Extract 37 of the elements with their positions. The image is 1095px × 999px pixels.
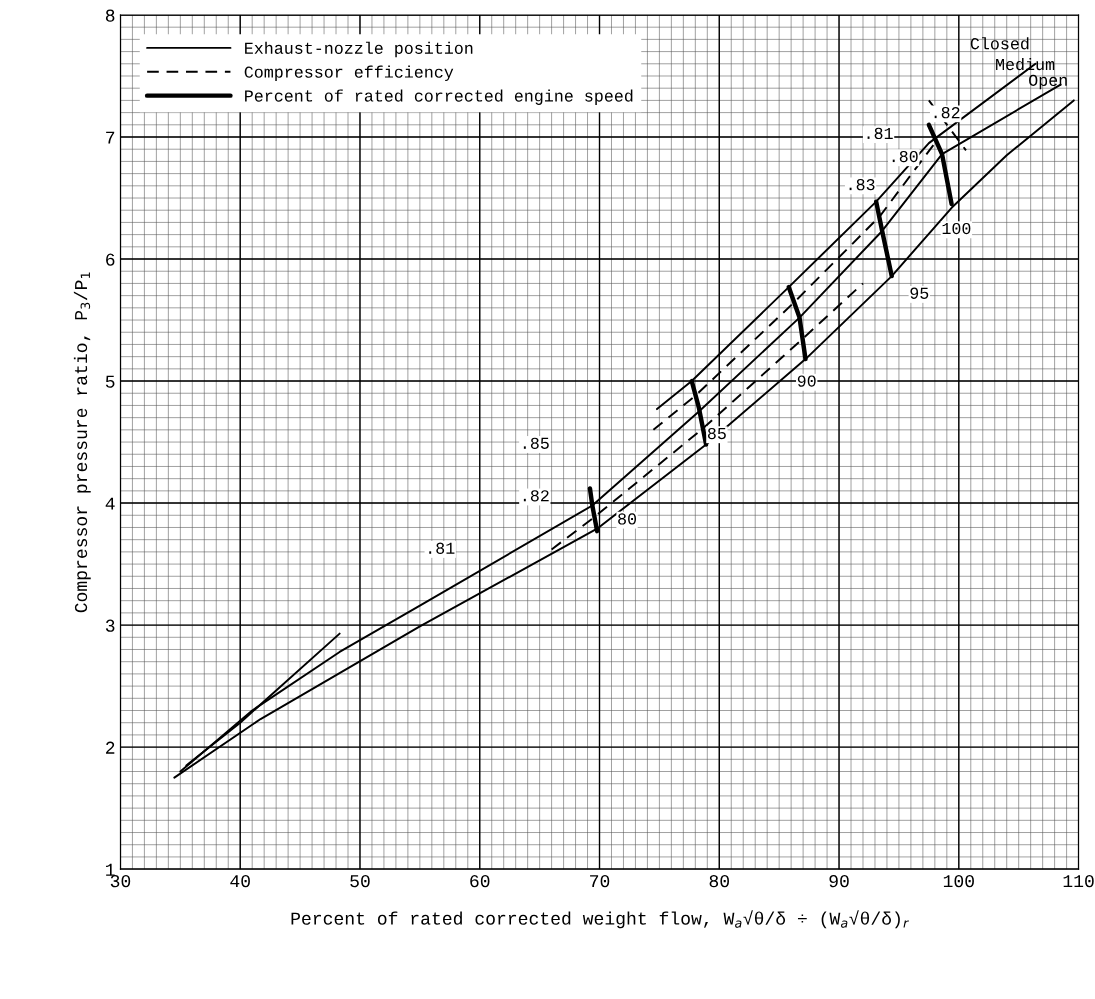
y-axis-title: Compressor pressure ratio, P$_{3}$/P$_{1}$ — [73, 272, 91, 613]
y-tick-label: 5 — [105, 375, 115, 388]
legend-label: Exhaust-nozzle position — [245, 41, 473, 58]
y-tick-label: 1 — [106, 863, 115, 876]
annotation: .82 — [934, 106, 960, 119]
annotation: 85 — [707, 427, 726, 440]
annotation: .82 — [523, 490, 549, 502]
x-tick-label: 50 — [350, 875, 370, 888]
x-tick-label: 30 — [110, 875, 131, 888]
annotation: .85 — [523, 437, 549, 449]
y-tick-label: 6 — [106, 253, 115, 266]
annotation: 80 — [618, 513, 637, 525]
annotation: .80 — [892, 150, 918, 163]
x-tick-label: 80 — [709, 875, 729, 888]
legend-label: Compressor efficiency — [244, 65, 454, 82]
y-tick-label: 7 — [106, 131, 115, 144]
annotation: 95 — [910, 287, 929, 299]
y-tick-label: 2 — [106, 741, 115, 754]
annotation: .83 — [849, 178, 875, 191]
legend-label: Percent of rated corrected engine speed — [245, 89, 633, 105]
x-axis-title: Percent of rated corrected weight flow, W$_{a}$√θ/δ ÷ (W$_{a}$√θ/δ)$_{r}$ — [291, 910, 909, 929]
x-tick-label: 110 — [1063, 875, 1094, 888]
x-tick-label: 90 — [829, 875, 849, 888]
x-tick-label: 100 — [943, 875, 974, 888]
x-tick-label: 70 — [590, 875, 610, 888]
x-tick-label: 40 — [230, 875, 250, 888]
annotation: .81 — [867, 127, 893, 140]
annotation: Open — [1029, 74, 1067, 90]
annotation: .81 — [429, 542, 455, 554]
annotation: Medium — [996, 57, 1055, 71]
annotation: Closed — [970, 37, 1029, 50]
annotation: 90 — [797, 375, 816, 387]
y-tick-label: 4 — [105, 497, 115, 510]
x-tick-label: 60 — [470, 875, 490, 888]
annotation: 100 — [942, 222, 971, 235]
y-tick-label: 3 — [105, 619, 115, 632]
y-tick-label: 8 — [105, 9, 115, 22]
